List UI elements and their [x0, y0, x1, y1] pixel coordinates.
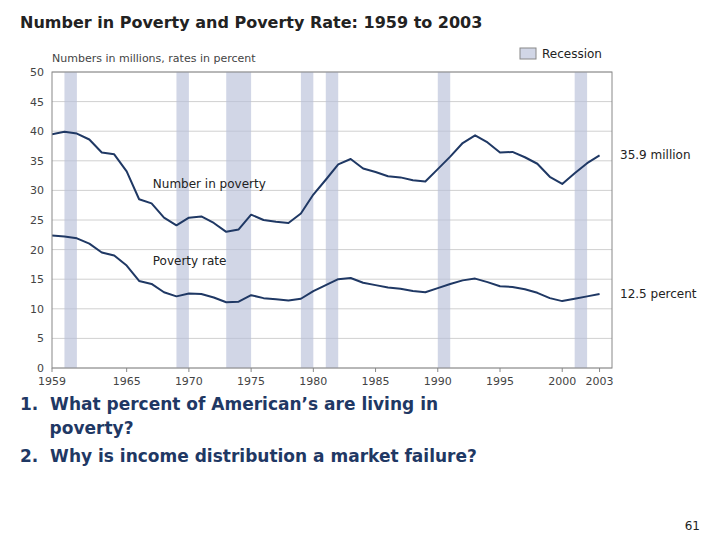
x-tick-label: 1970 — [175, 375, 203, 388]
end-annotation: 12.5 percent — [620, 287, 697, 301]
y-tick-label: 40 — [30, 125, 44, 138]
line — [52, 235, 600, 302]
subtitle: Numbers in millions, rates in percent — [52, 52, 256, 65]
x-tick-label: 2003 — [586, 375, 614, 388]
x-tick-label: 1980 — [299, 375, 327, 388]
recession-band — [64, 72, 76, 368]
question: poverty? — [20, 418, 134, 438]
x-tick-label: 1995 — [486, 375, 514, 388]
y-tick-label: 5 — [37, 332, 44, 345]
end-annotation: 35.9 million — [620, 148, 691, 162]
x-tick-label: 1990 — [424, 375, 452, 388]
legend: Recession — [520, 47, 602, 61]
x-tick-label: 2000 — [548, 375, 576, 388]
y-tick-label: 50 — [30, 66, 44, 79]
question: 2. Why is income distribution a market f… — [20, 446, 477, 466]
x-tick — [500, 368, 501, 372]
y-tick-label: 35 — [30, 155, 44, 168]
series-label: Number in poverty — [153, 177, 266, 191]
question: 1. What percent of American’s are living… — [20, 394, 438, 414]
line — [52, 132, 600, 232]
recession-band — [301, 72, 313, 368]
y-tick-label: 30 — [30, 184, 44, 197]
legend-label: Recession — [542, 47, 602, 61]
series-label: Poverty rate — [153, 254, 227, 268]
recession-band — [326, 72, 338, 368]
recession-band — [575, 72, 587, 368]
x-tick-label: 1985 — [362, 375, 390, 388]
x-tick — [437, 368, 438, 372]
y-tick-label: 45 — [30, 96, 44, 109]
x-tick-label: 1975 — [237, 375, 265, 388]
x-tick — [313, 368, 314, 372]
x-tick-label: 1959 — [38, 375, 66, 388]
x-tick — [52, 368, 53, 372]
y-tick-label: 15 — [30, 273, 44, 286]
y-tick-label: 10 — [30, 303, 44, 316]
plot-frame — [52, 72, 612, 368]
x-tick-label: 1965 — [113, 375, 141, 388]
page-number: 61 — [685, 519, 700, 533]
y-tick-label: 25 — [30, 214, 44, 227]
x-tick — [562, 368, 563, 372]
plot-area — [52, 72, 600, 368]
x-tick — [375, 368, 376, 372]
chart: Number in Poverty and Poverty Rate: 1959… — [0, 0, 720, 540]
recession-band — [438, 72, 450, 368]
x-tick — [599, 368, 600, 372]
x-tick — [126, 368, 127, 372]
y-tick-label: 20 — [30, 244, 44, 257]
y-grid — [52, 72, 612, 368]
title: Number in Poverty and Poverty Rate: 1959… — [20, 13, 482, 32]
recession-band — [176, 72, 188, 368]
y-tick-label: 0 — [37, 362, 44, 375]
x-tick — [251, 368, 252, 372]
legend-swatch — [520, 48, 536, 59]
x-tick — [188, 368, 189, 372]
